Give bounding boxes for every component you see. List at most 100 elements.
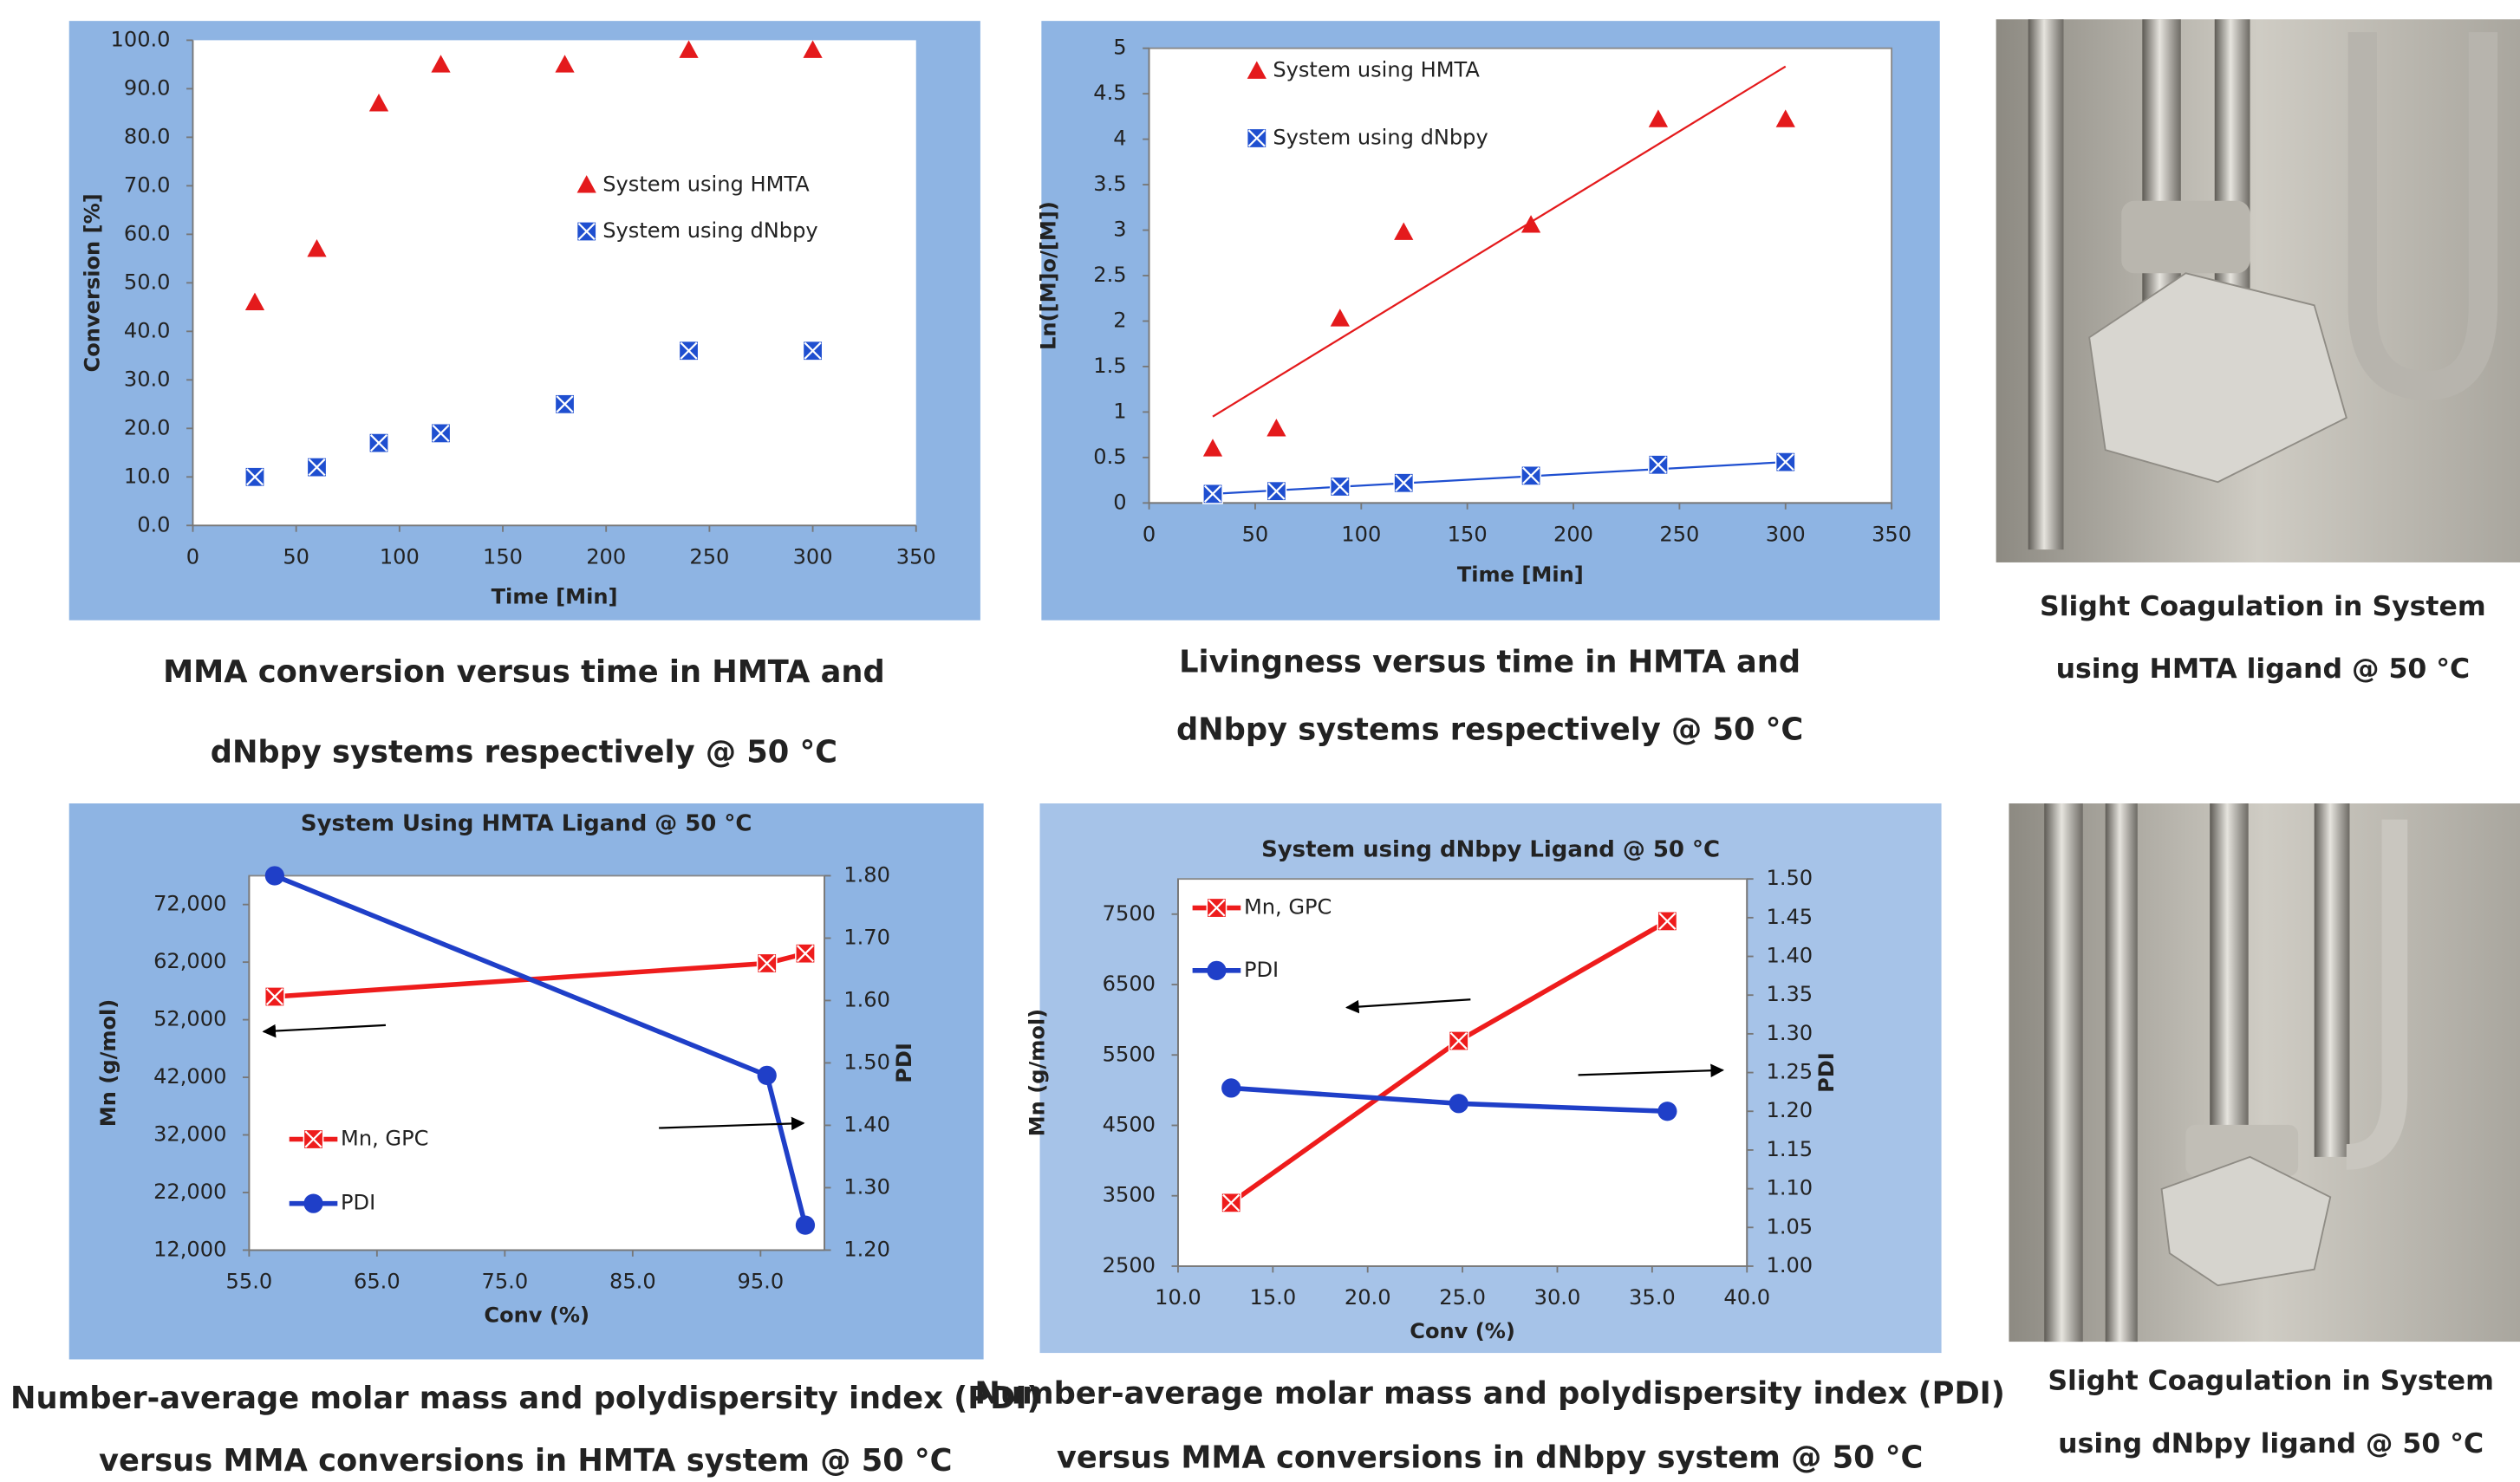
y2-tick-label: 1.40	[1766, 944, 1813, 968]
y-tick-label: 1	[1113, 399, 1126, 423]
x-axis-label: Time [Min]	[1457, 562, 1584, 587]
point	[803, 341, 822, 361]
point	[679, 341, 698, 361]
x-tick-label: 95.0	[738, 1270, 785, 1294]
legend-label: Mn, GPC	[1244, 895, 1332, 920]
x-tick-label: 100	[380, 544, 420, 569]
point	[1203, 484, 1222, 504]
point	[1267, 482, 1286, 501]
y2-tick-label: 1.10	[1766, 1176, 1813, 1200]
y-tick-label: 100.0	[111, 27, 171, 51]
chart-title: System using dNbpy Ligand @ 50 °C	[1261, 836, 1720, 862]
y-tick-label: 4	[1113, 127, 1126, 151]
point	[758, 953, 777, 972]
photo-caption: using dNbpy ligand @ 50 °C	[2058, 1428, 2484, 1459]
y-tick-label: 0	[1113, 490, 1126, 514]
x-tick-label: 150	[483, 544, 523, 569]
x-tick-label: 250	[1659, 522, 1699, 546]
y-tick-label: 0.5	[1093, 445, 1126, 469]
y2-tick-label: 1.15	[1766, 1137, 1813, 1161]
x-tick-label: 200	[1553, 522, 1593, 546]
y2-tick-label: 1.35	[1766, 982, 1813, 1006]
x-tick-label: 30.0	[1534, 1285, 1581, 1310]
y2-tick-label: 1.50	[1766, 866, 1813, 890]
point	[1221, 1193, 1240, 1212]
y-tick-label: 3500	[1103, 1183, 1156, 1207]
legend-marker	[303, 1129, 322, 1148]
point	[1776, 452, 1795, 471]
y-tick-label: 42,000	[153, 1064, 226, 1089]
point	[796, 1216, 815, 1235]
y2-tick-label: 1.20	[1766, 1098, 1813, 1122]
caption: Number-average molar mass and polydisper…	[974, 1375, 2005, 1411]
y-tick-label: 40.0	[124, 318, 171, 342]
y2-tick-label: 1.40	[843, 1112, 890, 1136]
y-tick-label: 6500	[1103, 972, 1156, 996]
point	[1221, 1078, 1240, 1097]
legend-marker	[1247, 128, 1267, 147]
y-tick-label: 2	[1113, 308, 1126, 332]
y-tick-label: 2.5	[1093, 263, 1126, 287]
legend-label: PDI	[341, 1191, 375, 1215]
legend-marker	[303, 1194, 322, 1213]
plot-area	[1149, 49, 1892, 504]
x-tick-label: 85.0	[609, 1270, 656, 1294]
y-tick-label: 5	[1113, 36, 1126, 60]
point	[1449, 1094, 1468, 1113]
photo-caption: using HMTA ligand @ 50 °C	[2056, 653, 2470, 685]
legend-label: System using HMTA	[602, 172, 810, 196]
x-tick-label: 50	[1242, 522, 1269, 546]
y-tick-label: 30.0	[124, 367, 171, 391]
y2-tick-label: 1.00	[1766, 1253, 1813, 1277]
point	[431, 424, 450, 443]
y2-tick-label: 1.70	[843, 925, 890, 949]
legend-label: System using HMTA	[1273, 58, 1480, 82]
y-tick-label: 20.0	[124, 415, 171, 439]
chart: 0501001502002503003500.010.020.030.040.0…	[69, 21, 980, 770]
caption: Number-average molar mass and polydisper…	[10, 1381, 1041, 1416]
point	[265, 866, 284, 885]
y-tick-label: 80.0	[124, 124, 171, 148]
x-tick-label: 300	[1766, 522, 1806, 546]
point	[1649, 455, 1668, 474]
x-tick-label: 200	[586, 544, 626, 569]
y2-tick-label: 1.45	[1766, 905, 1813, 929]
x-tick-label: 25.0	[1439, 1285, 1486, 1310]
y2-tick-label: 1.30	[1766, 1021, 1813, 1045]
y-tick-label: 90.0	[124, 75, 171, 100]
chart-title: System Using HMTA Ligand @ 50 °C	[301, 811, 752, 837]
x-tick-label: 50	[283, 544, 309, 569]
x-tick-label: 0	[1143, 522, 1156, 546]
y2-axis-label: PDI	[892, 1043, 916, 1083]
y-tick-label: 50.0	[124, 270, 171, 294]
x-tick-label: 55.0	[226, 1270, 273, 1294]
legend-label: PDI	[1244, 958, 1279, 982]
caption: dNbpy systems respectively @ 50 °C	[211, 735, 837, 770]
x-tick-label: 350	[896, 544, 936, 569]
y2-tick-label: 1.05	[1766, 1214, 1813, 1238]
y-tick-label: 52,000	[153, 1007, 226, 1031]
caption: Livingness versus time in HMTA and	[1179, 645, 1800, 680]
photo-caption: Slight Coagulation in System	[2048, 1365, 2494, 1396]
y-tick-label: 2500	[1103, 1253, 1156, 1277]
x-tick-label: 20.0	[1345, 1285, 1391, 1310]
legend-marker	[1207, 898, 1226, 917]
point	[1331, 477, 1350, 496]
x-tick-label: 35.0	[1629, 1285, 1676, 1310]
point	[1657, 1102, 1677, 1121]
y-tick-label: 62,000	[153, 949, 226, 973]
x-tick-label: 10.0	[1155, 1285, 1201, 1310]
point	[245, 467, 264, 486]
y-tick-label: 22,000	[153, 1180, 226, 1204]
figure: 0501001502002503003500.010.020.030.040.0…	[0, 0, 2520, 1482]
y-tick-label: 60.0	[124, 221, 171, 245]
caption: MMA conversion versus time in HMTA and	[163, 654, 885, 690]
legend-label: System using dNbpy	[602, 218, 817, 243]
caption: dNbpy systems respectively @ 50 °C	[1176, 712, 1803, 748]
x-tick-label: 0	[186, 544, 199, 569]
x-tick-label: 250	[689, 544, 729, 569]
x-axis-label: Conv (%)	[1410, 1319, 1515, 1343]
y2-tick-label: 1.50	[843, 1050, 890, 1074]
y-tick-label: 5500	[1103, 1042, 1156, 1066]
y-tick-label: 10.0	[124, 464, 171, 488]
